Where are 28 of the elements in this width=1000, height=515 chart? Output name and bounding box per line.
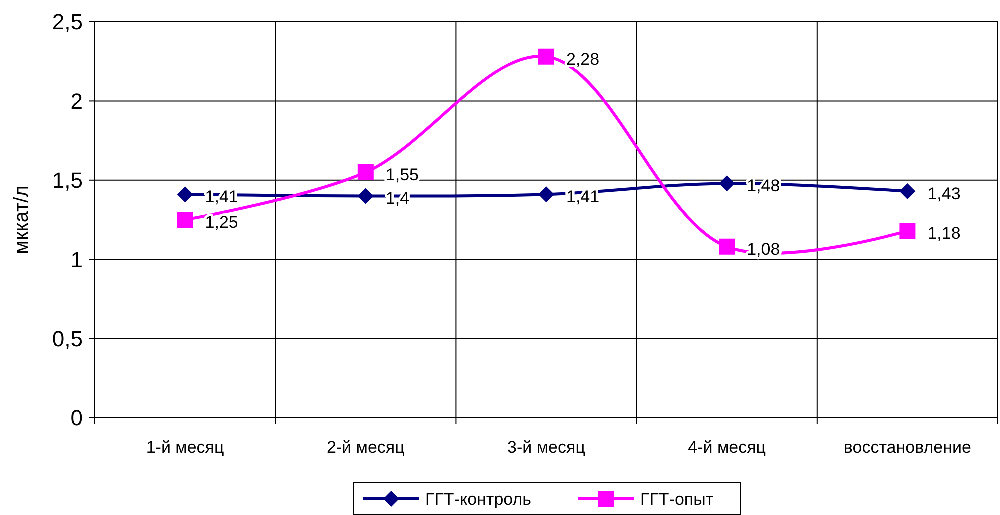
x-tick-label: 4-й месяц <box>688 438 766 457</box>
y-tick-label: 0,5 <box>52 326 83 352</box>
point <box>358 164 374 180</box>
y-tick-label: 1 <box>70 247 83 272</box>
data-label: 2,28 <box>566 50 600 69</box>
y-tick-label: 1,5 <box>52 168 83 194</box>
x-tick-label: 1-й месяц <box>146 438 225 457</box>
point <box>538 186 554 203</box>
point <box>719 176 736 192</box>
point <box>719 238 736 255</box>
y-tick-label: 2,5 <box>52 10 83 35</box>
legend-label: ГГТ-контроль <box>426 490 532 509</box>
point <box>538 48 554 65</box>
x-tick-label: восстановление <box>844 438 972 457</box>
point <box>900 223 916 240</box>
y-tick-label: 2 <box>70 88 83 114</box>
y-tick-label: 0 <box>70 406 83 431</box>
legend-label: ГГТ-опыт <box>640 490 714 509</box>
x-tick-label: 2-й месяц <box>326 438 406 457</box>
data-label: 1,25 <box>205 213 238 232</box>
point <box>177 186 194 203</box>
point <box>900 183 916 200</box>
point <box>177 212 194 228</box>
data-label: 1,43 <box>928 184 961 204</box>
y-axis-title: мккат/л <box>11 186 33 254</box>
data-label: 1,18 <box>928 224 961 244</box>
point <box>358 188 374 204</box>
x-tick-label: 3-й месяц <box>508 438 586 457</box>
